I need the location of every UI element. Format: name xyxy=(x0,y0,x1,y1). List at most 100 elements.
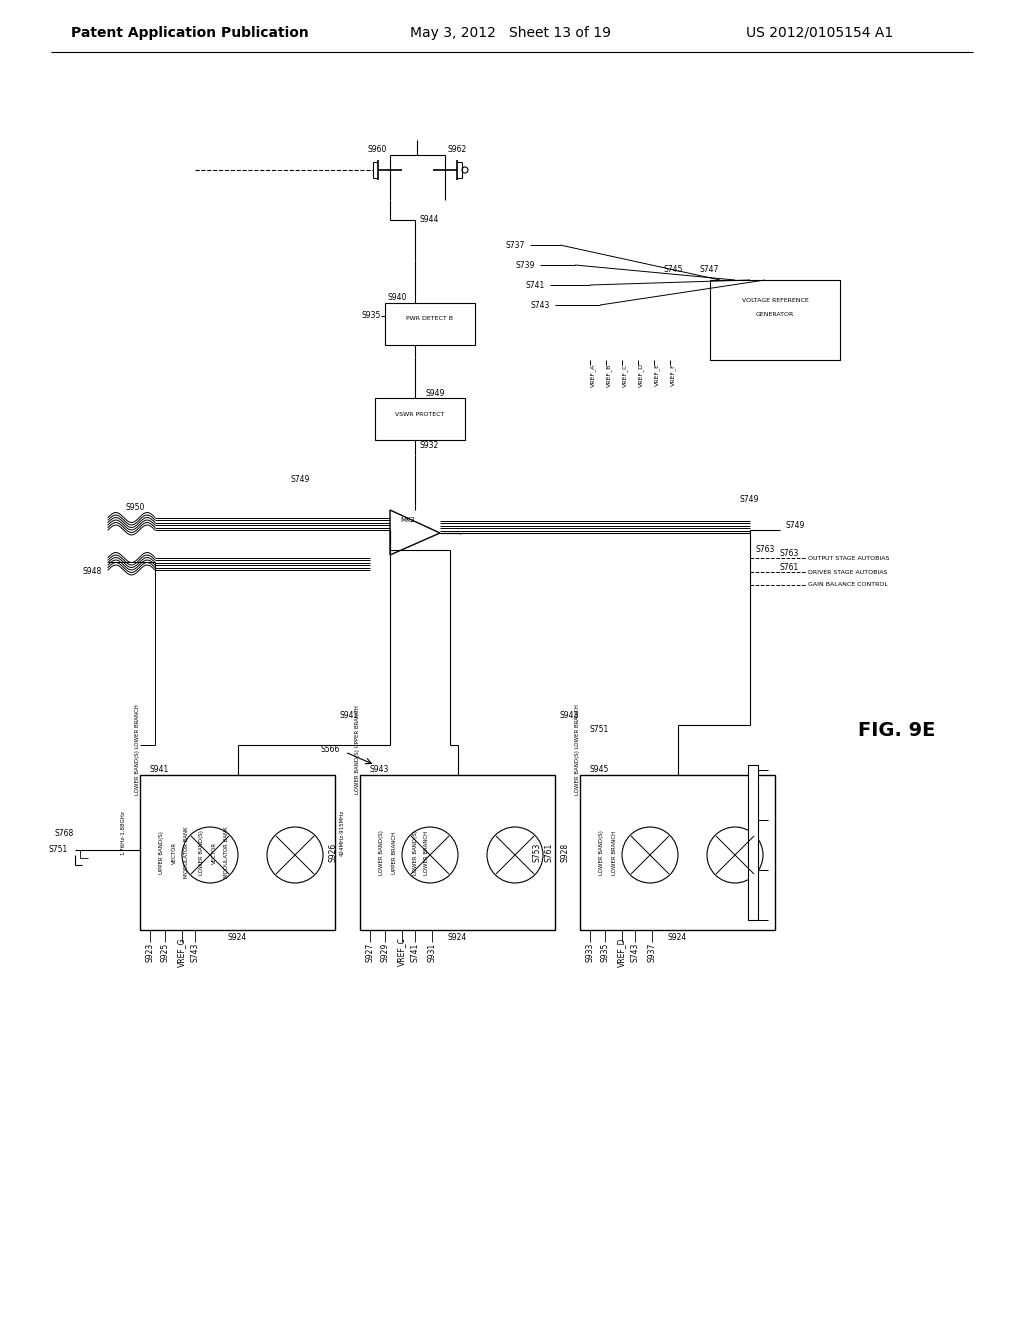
Text: S741: S741 xyxy=(525,281,545,289)
Text: VREF_F: VREF_F xyxy=(670,363,676,387)
Text: S927: S927 xyxy=(366,942,375,962)
Text: LOWER BAND(S): LOWER BAND(S) xyxy=(413,830,418,875)
Text: S960: S960 xyxy=(368,145,387,154)
Polygon shape xyxy=(390,510,440,554)
Bar xyxy=(375,399,465,440)
Text: VREF_A: VREF_A xyxy=(590,363,596,387)
Text: S743: S743 xyxy=(530,301,550,309)
Text: S944: S944 xyxy=(419,215,438,224)
Circle shape xyxy=(487,828,543,883)
Bar xyxy=(710,280,840,360)
Text: S932: S932 xyxy=(419,441,438,450)
Text: VOLTAGE REFERENCE: VOLTAGE REFERENCE xyxy=(741,297,808,302)
Text: S747: S747 xyxy=(700,265,720,275)
Text: MODULATOR BANK: MODULATOR BANK xyxy=(223,826,228,878)
Text: S943: S943 xyxy=(560,710,580,719)
Text: Patent Application Publication: Patent Application Publication xyxy=(71,26,309,40)
Text: May 3, 2012   Sheet 13 of 19: May 3, 2012 Sheet 13 of 19 xyxy=(410,26,610,40)
Text: S749: S749 xyxy=(740,495,760,504)
Text: S737: S737 xyxy=(506,240,525,249)
Circle shape xyxy=(402,828,458,883)
Text: S743: S743 xyxy=(631,942,640,962)
Text: S929: S929 xyxy=(381,942,389,962)
Text: S941: S941 xyxy=(150,766,168,775)
Text: S937: S937 xyxy=(647,942,656,962)
Text: VREF_C: VREF_C xyxy=(397,937,407,966)
Text: S739: S739 xyxy=(516,260,535,269)
Circle shape xyxy=(462,168,468,173)
Text: OUTPUT STAGE AUTOBIAS: OUTPUT STAGE AUTOBIAS xyxy=(808,556,890,561)
Text: FIG. 9E: FIG. 9E xyxy=(858,721,935,739)
Text: S751: S751 xyxy=(589,726,608,734)
Text: S926: S926 xyxy=(328,843,337,862)
Text: S763: S763 xyxy=(756,545,775,554)
Text: S745: S745 xyxy=(664,265,683,275)
Text: VREF_D: VREF_D xyxy=(638,363,644,387)
Text: S949: S949 xyxy=(425,388,444,397)
Text: S749: S749 xyxy=(785,520,805,529)
Text: S749: S749 xyxy=(291,475,309,484)
Text: MODULATOR BANK: MODULATOR BANK xyxy=(183,826,188,878)
Bar xyxy=(140,775,335,931)
Text: S931: S931 xyxy=(427,942,436,962)
Text: VREF_D: VREF_D xyxy=(617,937,627,966)
Bar xyxy=(360,775,555,931)
Circle shape xyxy=(622,828,678,883)
Text: VREF_E: VREF_E xyxy=(654,363,659,387)
Text: S924: S924 xyxy=(228,933,247,942)
Text: S763: S763 xyxy=(780,549,800,557)
Text: VREF_G: VREF_G xyxy=(177,937,186,966)
Text: LOWER BRANCH: LOWER BRANCH xyxy=(611,830,616,875)
Text: S948: S948 xyxy=(83,568,102,577)
Text: S945: S945 xyxy=(589,766,608,775)
Circle shape xyxy=(182,828,238,883)
Text: S925: S925 xyxy=(161,942,170,962)
Text: S962: S962 xyxy=(449,145,467,154)
Text: S743: S743 xyxy=(190,942,200,962)
Text: S566: S566 xyxy=(321,746,340,755)
Text: LOWER BAND(S): LOWER BAND(S) xyxy=(200,830,205,875)
Text: S923: S923 xyxy=(145,942,155,962)
Text: DRIVER STAGE AUTOBIAS: DRIVER STAGE AUTOBIAS xyxy=(808,569,888,574)
Text: VREF_B: VREF_B xyxy=(606,363,611,387)
Text: VECTOR: VECTOR xyxy=(171,841,176,863)
Text: LOWER BAND(S) LOWER BRANCH: LOWER BAND(S) LOWER BRANCH xyxy=(575,705,580,796)
Text: S741: S741 xyxy=(411,942,420,962)
Text: VREF_C: VREF_C xyxy=(622,363,628,387)
Text: 424MHz-915MHz: 424MHz-915MHz xyxy=(340,809,345,855)
Bar xyxy=(748,766,758,920)
Text: S753: S753 xyxy=(532,842,541,862)
Text: PWR DETECT B: PWR DETECT B xyxy=(407,317,454,322)
Text: S761: S761 xyxy=(780,562,800,572)
Text: UPPER BRANCH: UPPER BRANCH xyxy=(391,832,396,874)
Text: S924: S924 xyxy=(447,933,467,942)
Text: S941: S941 xyxy=(340,710,359,719)
Circle shape xyxy=(707,828,763,883)
Text: S940: S940 xyxy=(388,293,408,301)
Text: GENERATOR: GENERATOR xyxy=(756,313,795,318)
Text: MK2: MK2 xyxy=(400,517,416,523)
Bar xyxy=(580,775,775,931)
Text: LOWER BAND(S) LOWER BRANCH: LOWER BAND(S) LOWER BRANCH xyxy=(135,705,140,796)
Text: S761: S761 xyxy=(544,843,553,862)
Text: LOWER BAND(S): LOWER BAND(S) xyxy=(380,830,384,875)
Text: 1.76Hz-1.88GHz: 1.76Hz-1.88GHz xyxy=(120,810,125,855)
Bar xyxy=(385,304,475,345)
Text: S933: S933 xyxy=(586,942,595,962)
Text: S950: S950 xyxy=(125,503,144,512)
Text: S935: S935 xyxy=(361,312,381,321)
Text: GAIN BALANCE CONTROL: GAIN BALANCE CONTROL xyxy=(808,582,888,587)
Circle shape xyxy=(267,828,323,883)
Text: LOWER BAND(S): LOWER BAND(S) xyxy=(599,830,604,875)
Text: S943: S943 xyxy=(369,766,388,775)
Text: US 2012/0105154 A1: US 2012/0105154 A1 xyxy=(746,26,894,40)
Text: VECTOR: VECTOR xyxy=(212,841,216,863)
Text: S768: S768 xyxy=(54,829,74,837)
Text: VSWR PROTECT: VSWR PROTECT xyxy=(395,412,444,417)
Text: S751: S751 xyxy=(49,846,68,854)
Text: S924: S924 xyxy=(668,933,687,942)
Text: LOWER BAND(S) UPPER BRANCH: LOWER BAND(S) UPPER BRANCH xyxy=(355,706,360,795)
Text: S928: S928 xyxy=(560,843,569,862)
Text: S935: S935 xyxy=(600,942,609,962)
Text: UPPER BAND(S): UPPER BAND(S) xyxy=(160,832,165,874)
